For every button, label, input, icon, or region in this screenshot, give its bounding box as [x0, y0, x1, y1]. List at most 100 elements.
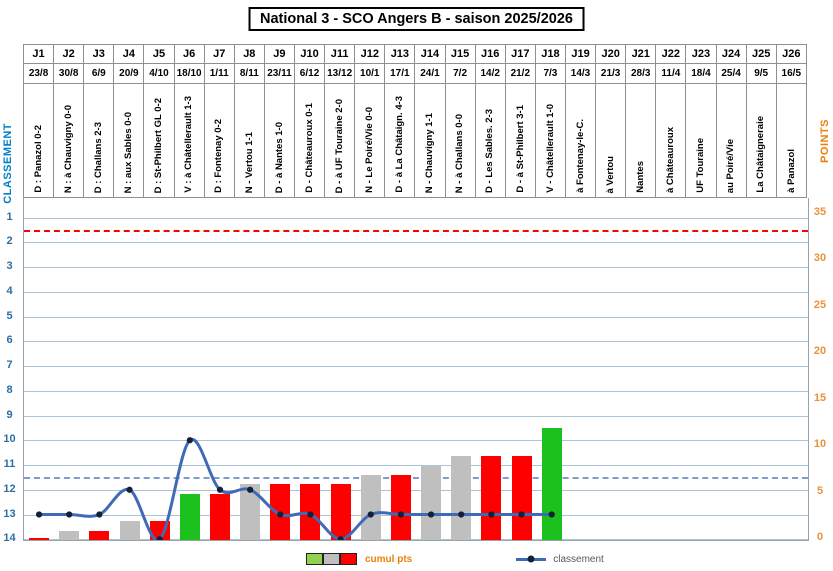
match-result-cell: D : Fontenay 0-2	[205, 84, 234, 197]
gridline-rank-7	[24, 366, 808, 367]
matchday-date: 21/3	[596, 64, 626, 84]
matchday-date: 13/12	[325, 64, 355, 84]
matchday-column-J5: J5 4/10 D : St-Philbert GL 0-2	[144, 45, 175, 197]
right-axis-tick-30: 30	[813, 252, 827, 265]
matchday-label: J8	[234, 45, 264, 64]
cumul-pts-bar-J4	[119, 521, 140, 540]
classement-point-J13	[397, 511, 405, 518]
right-axis-tick-25: 25	[813, 298, 827, 311]
match-result-cell: au Poiré/Vie	[717, 84, 746, 197]
matchday-label: J3	[84, 45, 114, 64]
match-result-label: à Fontenay-le-C.	[574, 119, 586, 193]
match-result-cell: N : à Chauvigny 0-0	[54, 84, 83, 197]
matchday-date: 17/1	[385, 64, 415, 84]
match-result-label: D - à Nantes 1-0	[273, 121, 285, 193]
gridline-rank-9	[24, 415, 808, 417]
matchday-date: 20/9	[114, 64, 144, 84]
classement-point-J10	[307, 511, 314, 518]
matchday-column-J22: J22 11/4 à Châteauroux	[656, 45, 687, 197]
matchday-date: 23/11	[264, 64, 294, 84]
cumul-pts-bar-J17	[511, 456, 532, 540]
matchday-label: J20	[596, 45, 626, 64]
classement-point-J3	[96, 511, 103, 518]
right-axis-tick-5: 5	[816, 484, 824, 497]
matchday-date: 11/4	[656, 64, 686, 84]
legend-line-marker	[516, 555, 547, 563]
legend-draw-swatch	[323, 553, 340, 565]
gridline-rank-8	[24, 390, 808, 392]
left-axis-tick-11: 11	[3, 458, 16, 470]
classement-point-J14	[427, 511, 435, 518]
classement-point-J1	[35, 511, 43, 518]
left-axis-tick-4: 4	[6, 284, 13, 297]
plot-area	[23, 198, 809, 541]
match-result-label: à Panazol	[785, 149, 797, 193]
match-result-cell: N - Le Poiré/Vie 0-0	[355, 84, 384, 197]
gridline-rank-3	[24, 267, 808, 268]
match-result-cell: D - à St-Philbert 3-1	[506, 84, 535, 197]
matchday-date: 6/12	[294, 64, 325, 84]
right-axis-title: POINTS	[817, 112, 833, 170]
blue-dashed-reference-line	[24, 477, 808, 480]
matchday-label: J9	[264, 45, 294, 64]
matchday-column-J18: J18 7/3 V - Châtellerault 1-0	[535, 45, 566, 197]
matchday-label: J2	[54, 45, 84, 64]
matchday-column-J23: J23 18/4 UF Touraine	[686, 45, 717, 197]
matchday-label: J6	[174, 45, 204, 64]
classement-line-chart	[35, 437, 555, 540]
left-axis-tick-8: 8	[6, 383, 13, 396]
matchday-column-J9: J9 23/11 D - à Nantes 1-0	[264, 45, 295, 197]
gridline-rank-11	[24, 465, 808, 466]
matchday-column-J21: J21 28/3 Nantes	[626, 45, 657, 197]
match-result-cell: D - Châteauroux 0-1	[295, 84, 324, 197]
left-axis-tick-2: 2	[6, 235, 13, 248]
gridline-rank-12	[24, 489, 808, 491]
gridline-rank-6	[24, 341, 808, 343]
match-result-label: N - Vertou 1-1	[243, 131, 255, 193]
match-result-label: D : St-Philbert GL 0-2	[153, 97, 165, 193]
matchday-date: 6/9	[84, 64, 114, 84]
chart-title: National 3 - SCO Angers B - saison 2025/…	[248, 7, 585, 31]
matchday-date: 4/10	[144, 64, 174, 84]
legend-win-swatch	[306, 553, 323, 565]
matchday-date: 7/2	[445, 64, 475, 84]
classement-point-J9	[277, 511, 284, 518]
matchday-date: 14/3	[565, 64, 596, 84]
gridline-rank-2	[24, 242, 808, 244]
matchday-label: J5	[144, 45, 174, 64]
matchday-column-J10: J10 6/12 D - Châteauroux 0-1	[294, 45, 326, 197]
left-axis-title-text: CLASSEMENT	[2, 122, 14, 204]
left-axis-tick-10: 10	[3, 433, 16, 446]
matchday-column-J16: J16 14/2 D - Les Sables. 2-3	[475, 45, 506, 197]
matchday-date: 7/3	[535, 64, 565, 84]
matchday-label: J25	[746, 45, 776, 64]
matchday-column-J17: J17 21/2 D - à St-Philbert 3-1	[505, 45, 536, 197]
matchday-column-J7: J7 1/11 D : Fontenay 0-2	[204, 45, 235, 197]
matchday-date: 28/3	[626, 64, 656, 84]
matchday-column-J25: J25 9/5 La Châtaigneraie	[746, 45, 777, 197]
match-result-cell: D - à UF Touraine 2-0	[325, 84, 354, 197]
match-result-label: Nantes	[634, 161, 646, 193]
matchday-label: J23	[686, 45, 716, 64]
left-axis-tick-1: 1	[6, 210, 13, 223]
gridline-rank-14	[24, 539, 808, 541]
matchday-date: 30/8	[54, 64, 84, 84]
left-axis-tick-7: 7	[6, 359, 13, 371]
left-axis-tick-13: 13	[3, 507, 16, 520]
right-axis-tick-15: 15	[813, 391, 827, 404]
cumul-pts-bar-J13	[390, 474, 411, 540]
match-result-label: D - Les Sables. 2-3	[484, 109, 496, 193]
gridline-rank-1	[24, 217, 808, 219]
match-result-cell: à Châteauroux	[656, 84, 685, 197]
matchday-date: 9/5	[746, 64, 776, 84]
match-result-label: N - Chauvigny 1-1	[424, 112, 436, 193]
matchday-column-J24: J24 25/4 au Poiré/Vie	[716, 45, 747, 197]
match-result-cell: La Châtaigneraie	[747, 84, 776, 197]
match-result-cell: à Panazol	[777, 84, 806, 197]
right-axis-tick-10: 10	[813, 438, 827, 451]
matchday-date: 10/1	[355, 64, 385, 84]
match-result-label: D : Challans 2-3	[93, 121, 105, 193]
match-result-cell: D - à Nantes 1-0	[265, 84, 294, 197]
match-result-label: N : à Chauvigny 0-0	[62, 104, 74, 193]
matchday-column-J15: J15 7/2 N - à Challans 0-0	[445, 45, 476, 197]
